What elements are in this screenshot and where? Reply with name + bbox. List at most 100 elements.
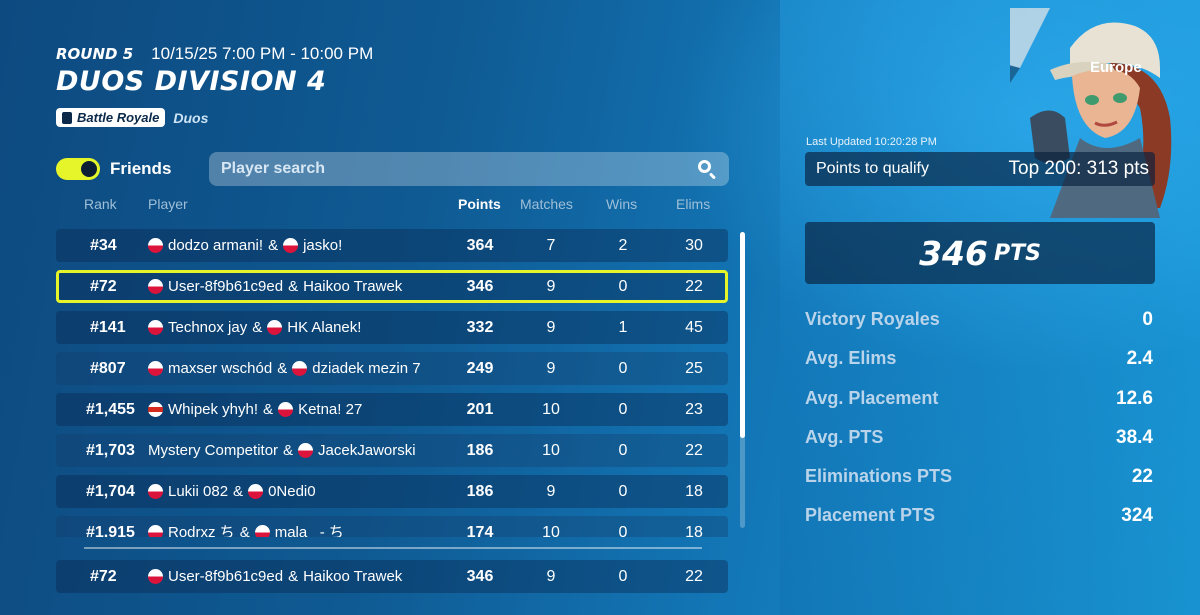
table-row[interactable]: #807 maxser wschód & dziadek mezin 7 249 9… [56, 352, 728, 385]
poland-flag-icon [292, 361, 308, 376]
player-2: jasko! [303, 237, 343, 254]
row-wins: 0 [618, 483, 628, 500]
poland-flag-icon [278, 402, 294, 417]
search-icon-lens [698, 160, 711, 173]
stat-label: Victory Royales [805, 309, 940, 329]
row-wins: 0 [618, 524, 628, 537]
row-matches: 9 [546, 483, 556, 500]
poland-flag-icon [248, 484, 264, 499]
row-elims: 30 [685, 237, 703, 254]
player-2: 0Nedi0 [268, 483, 316, 500]
row-points: 346 [466, 568, 494, 585]
amp: & [263, 401, 274, 418]
table-row[interactable]: #34 dodzo armani! & jasko! 364 7 2 30 [56, 229, 728, 262]
row-wins: 0 [618, 401, 628, 418]
col-matches[interactable]: Matches [520, 196, 573, 212]
search-icon[interactable] [697, 159, 717, 180]
col-player[interactable]: Player [148, 196, 188, 212]
table-row[interactable]: #141 Technox jay & HK Alanek! 332 9 1 45 [56, 311, 728, 344]
friends-label: Friends [110, 159, 172, 178]
poland-flag-icon [148, 320, 163, 335]
table-row[interactable]: #1,704 Lukii 082 & 0Nedi0 186 9 0 18 [56, 475, 728, 508]
row-matches: 9 [546, 568, 556, 585]
stat-label: Avg. PTS [805, 426, 884, 447]
col-wins[interactable]: Wins [606, 196, 638, 212]
poland-flag-icon [283, 238, 299, 253]
round-time: 10/15/25 7:00 PM - 10:00 PM [151, 44, 374, 63]
player-2: mala_ - ち [274, 524, 344, 537]
amp: & [288, 278, 299, 295]
stat-value: 22 [1131, 466, 1153, 488]
pinned-current-player-row[interactable]: #72 User-8f9b61c9ed & Haikoo Trawek 346 9 … [56, 560, 728, 593]
player-1: dodzo armani! [168, 237, 264, 254]
row-matches: 9 [546, 278, 556, 295]
row-wins: 0 [618, 278, 628, 295]
friends-toggle[interactable] [56, 158, 100, 180]
row-points: 364 [466, 237, 494, 254]
row-player: dodzo armani! & jasko! [148, 229, 448, 262]
table-row[interactable]: #1,703 Mystery Competitor & JacekJaworski … [56, 434, 728, 467]
stats-list: Victory Royales 0 Avg. Elims 2.4 Avg. Pl… [805, 307, 1155, 543]
player-search[interactable] [209, 152, 729, 186]
row-player: Technox jay & HK Alanek! [148, 311, 448, 344]
row-points: 174 [466, 524, 494, 537]
row-elims: 23 [685, 401, 703, 418]
row-matches: 9 [546, 360, 556, 377]
stat-eliminations-pts: Eliminations PTS 22 [805, 464, 1155, 503]
search-input[interactable] [221, 160, 661, 178]
friends-filter[interactable]: Friends [56, 158, 171, 180]
qualify-label: Points to qualify [816, 160, 929, 177]
player-1: Mystery Competitor [148, 442, 279, 459]
col-rank[interactable]: Rank [84, 196, 117, 212]
bag-icon [62, 111, 72, 124]
mode-badge-label: Battle Royale [77, 110, 160, 125]
stat-label: Eliminations PTS [805, 466, 953, 487]
poland-flag-icon [148, 279, 163, 294]
table-row[interactable]: #1,915 Rodrxz ち & mala_ - ち 174 10 0 18 [56, 516, 728, 537]
player-1: User-8f9b61c9ed [168, 278, 284, 295]
row-player: User-8f9b61c9ed & Haikoo Trawek [148, 560, 448, 593]
row-points: 346 [466, 278, 494, 295]
row-player: maxser wschód & dziadek mezin 7 [148, 352, 448, 385]
row-player: Lukii 082 & 0Nedi0 [148, 475, 448, 508]
mode-info: Battle Royale Duos [56, 108, 208, 127]
table-row[interactable]: #1,455 Whipek yhyh! & Ketna! 27 201 10 0 2… [56, 393, 728, 426]
player-1: User-8f9b61c9ed [168, 568, 284, 585]
row-wins: 1 [618, 319, 628, 336]
row-rank: #1,455 [86, 401, 135, 418]
player-2: dziadek mezin 7 [312, 360, 421, 377]
row-elims: 22 [685, 568, 703, 585]
table-row-current-player[interactable]: #72 User-8f9b61c9ed & Haikoo Trawek 346 9 … [56, 270, 728, 303]
col-elims[interactable]: Elims [676, 196, 711, 212]
row-wins: 0 [618, 360, 628, 377]
player-2: Ketna! 27 [298, 401, 363, 418]
amp: & [252, 319, 263, 336]
stat-value: 12.6 [1116, 387, 1153, 409]
amp: & [233, 483, 244, 500]
poland-flag-icon [148, 569, 163, 584]
table-header: Rank Player Points Matches Wins Elims [56, 196, 728, 214]
stat-value: 0 [1142, 309, 1153, 330]
player-1: Lukii 082 [168, 483, 229, 500]
row-elims: 18 [685, 483, 703, 500]
poland-flag-icon [298, 443, 314, 458]
player-2: JacekJaworski [318, 442, 416, 459]
amp: & [239, 524, 250, 537]
round-label: ROUND 5 [56, 45, 134, 63]
last-updated: Last Updated 10:20:28 PM [806, 136, 937, 148]
stat-avg-elims: Avg. Elims 2.4 [805, 346, 1155, 385]
amp: & [288, 568, 299, 585]
col-points[interactable]: Points [458, 196, 501, 212]
page-title: DUOS DIVISION 4 [56, 66, 327, 97]
row-wins: 0 [618, 442, 628, 459]
stat-label: Avg. Elims [805, 348, 897, 369]
player-1: Technox jay [168, 319, 248, 336]
scrollbar-thumb[interactable] [740, 232, 745, 438]
mode-subtitle: Duos [173, 109, 209, 126]
leaderboard-list[interactable]: #34 dodzo armani! & jasko! 364 7 2 30 #72 … [56, 229, 728, 537]
poland-flag-icon [254, 525, 270, 537]
stat-avg-placement: Avg. Placement 12.6 [805, 386, 1155, 425]
row-player: Rodrxz ち & mala_ - ち [148, 516, 448, 537]
row-points: 332 [466, 319, 494, 336]
row-matches: 10 [542, 401, 560, 418]
